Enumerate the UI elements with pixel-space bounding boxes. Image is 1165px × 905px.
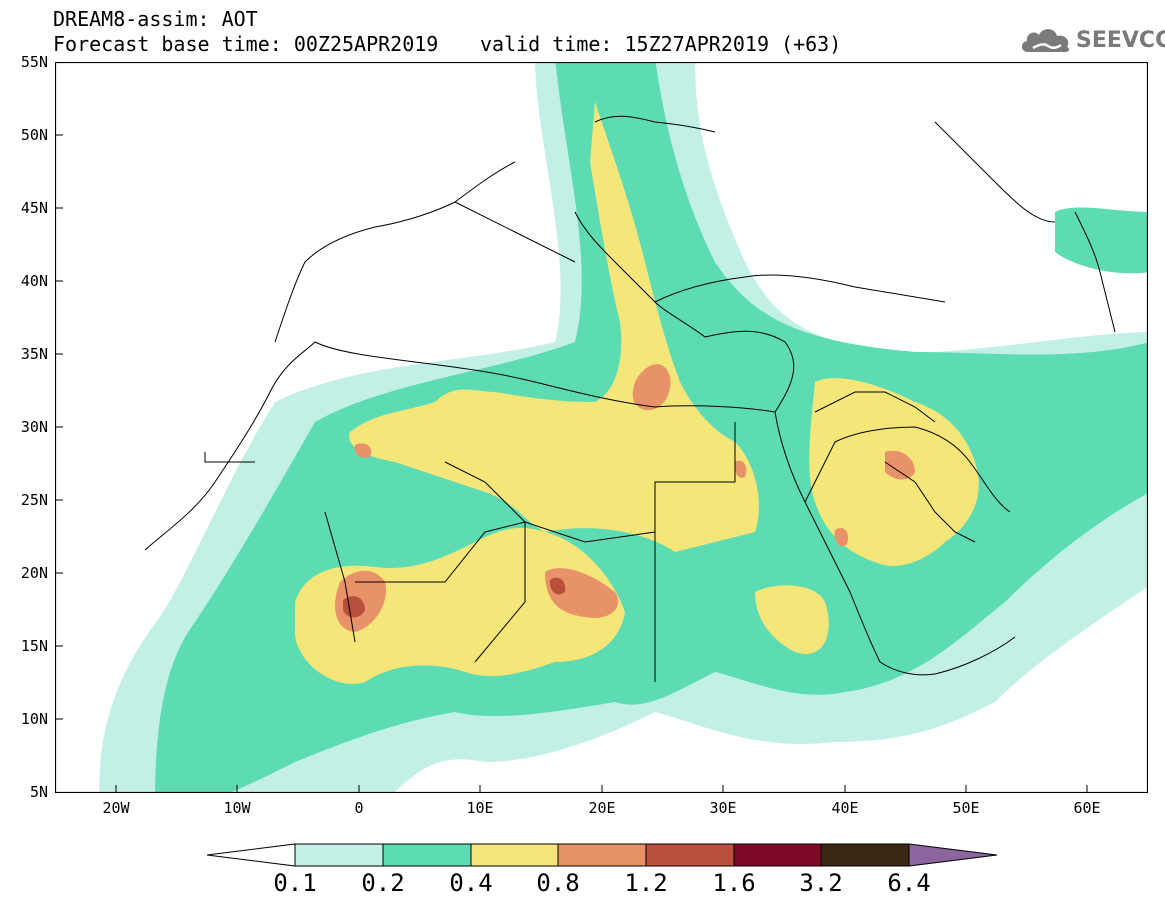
valid-time: valid time: 15Z27APR2019 (+63) [480,32,842,56]
legend-swatch [645,843,735,867]
legend-swatch [382,843,472,867]
coastlines [144,115,1116,682]
cloud-icon [1021,29,1070,52]
lat-label: 40N [20,272,48,290]
lat-label: 55N [20,53,48,71]
lat-label: 30N [20,418,48,436]
lon-label: 50E [952,799,980,817]
aot-map [55,62,1148,793]
lon-label: 30E [709,799,737,817]
legend-label: 3.2 [799,869,843,897]
seevccc-logo: SEEVCCC [1018,22,1165,58]
legend-arrow-low [207,843,296,867]
lat-label: 50N [20,126,48,144]
logo-text: SEEVCCC [1076,28,1165,53]
map-frame [55,62,1148,793]
lon-label: 20W [102,799,130,817]
aot-field [55,62,1148,793]
legend-label: 1.6 [712,869,756,897]
legend-label: 0.4 [449,869,493,897]
legend-swatch [470,843,559,867]
lon-label: 60E [1073,799,1101,817]
legend-label: 0.1 [273,869,317,897]
lon-label: 0 [354,799,364,817]
lat-label: 20N [20,564,48,582]
legend-swatch [294,843,384,867]
lat-label: 25N [20,491,48,509]
legend-label: 6.4 [887,869,931,897]
lat-label: 35N [20,345,48,363]
inner-ticks [55,134,1088,793]
legend-label: 1.2 [624,869,668,897]
lat-label: 10N [20,710,48,728]
lon-label: 10W [223,799,251,817]
lon-label: 20E [588,799,616,817]
legend-label: 0.2 [361,869,405,897]
legend-swatch [733,843,822,867]
color-legend [207,843,998,867]
lon-label: 40E [831,799,859,817]
legend-swatch [820,843,910,867]
lat-label: 5N [29,783,48,801]
map-title: DREAM8-assim: AOT [53,7,258,31]
legend-label: 0.8 [536,869,580,897]
legend-arrow-high [908,843,998,867]
lat-label: 45N [20,199,48,217]
lat-label: 15N [20,637,48,655]
legend-swatch [557,843,647,867]
lon-label: 10E [466,799,494,817]
forecast-base-time: Forecast base time: 00Z25APR2019 [53,32,439,56]
